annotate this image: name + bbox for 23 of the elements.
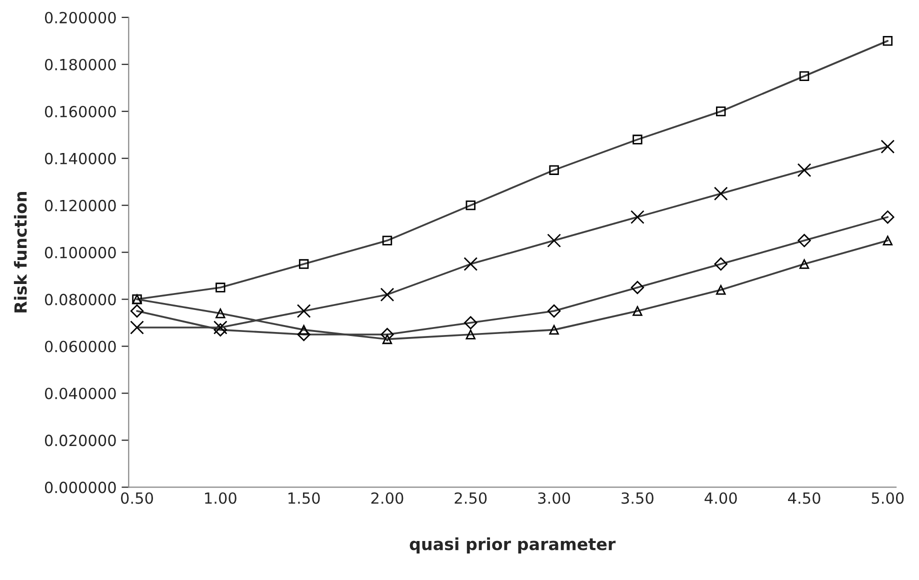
x-tick-label: 2.50 (454, 492, 487, 504)
y-tick-label: 0.160000 (44, 106, 116, 118)
y-tick-label: 0.120000 (44, 200, 116, 212)
y-tick-label: 0.000000 (44, 482, 116, 494)
x-tick-label: 1.50 (288, 492, 320, 504)
x-tick-label: 2.00 (371, 492, 404, 504)
x-tick-label: 3.50 (622, 492, 654, 504)
y-tick-label: 0.040000 (44, 388, 116, 400)
x-axis-title: quasi prior parameter (410, 537, 616, 554)
y-tick-label: 0.180000 (44, 58, 116, 70)
x-tick-label: 1.00 (205, 492, 236, 504)
y-tick-label: 0.060000 (44, 340, 116, 352)
y-axis-title: Risk function (14, 192, 27, 312)
x-tick-label: 4.00 (704, 492, 737, 504)
y-tick-label: 0.020000 (44, 434, 116, 446)
x-tick-label: 4.50 (788, 492, 820, 504)
y-tick-label: 0.100000 (44, 246, 116, 258)
y-tick-label: 0.140000 (44, 152, 116, 164)
x-tick-label: 5.00 (872, 492, 904, 504)
y-tick-label: 0.200000 (44, 12, 116, 24)
x-tick-label: 3.00 (538, 492, 570, 504)
y-tick-label: 0.080000 (44, 294, 116, 306)
x-tick-label: 0.50 (121, 492, 153, 504)
